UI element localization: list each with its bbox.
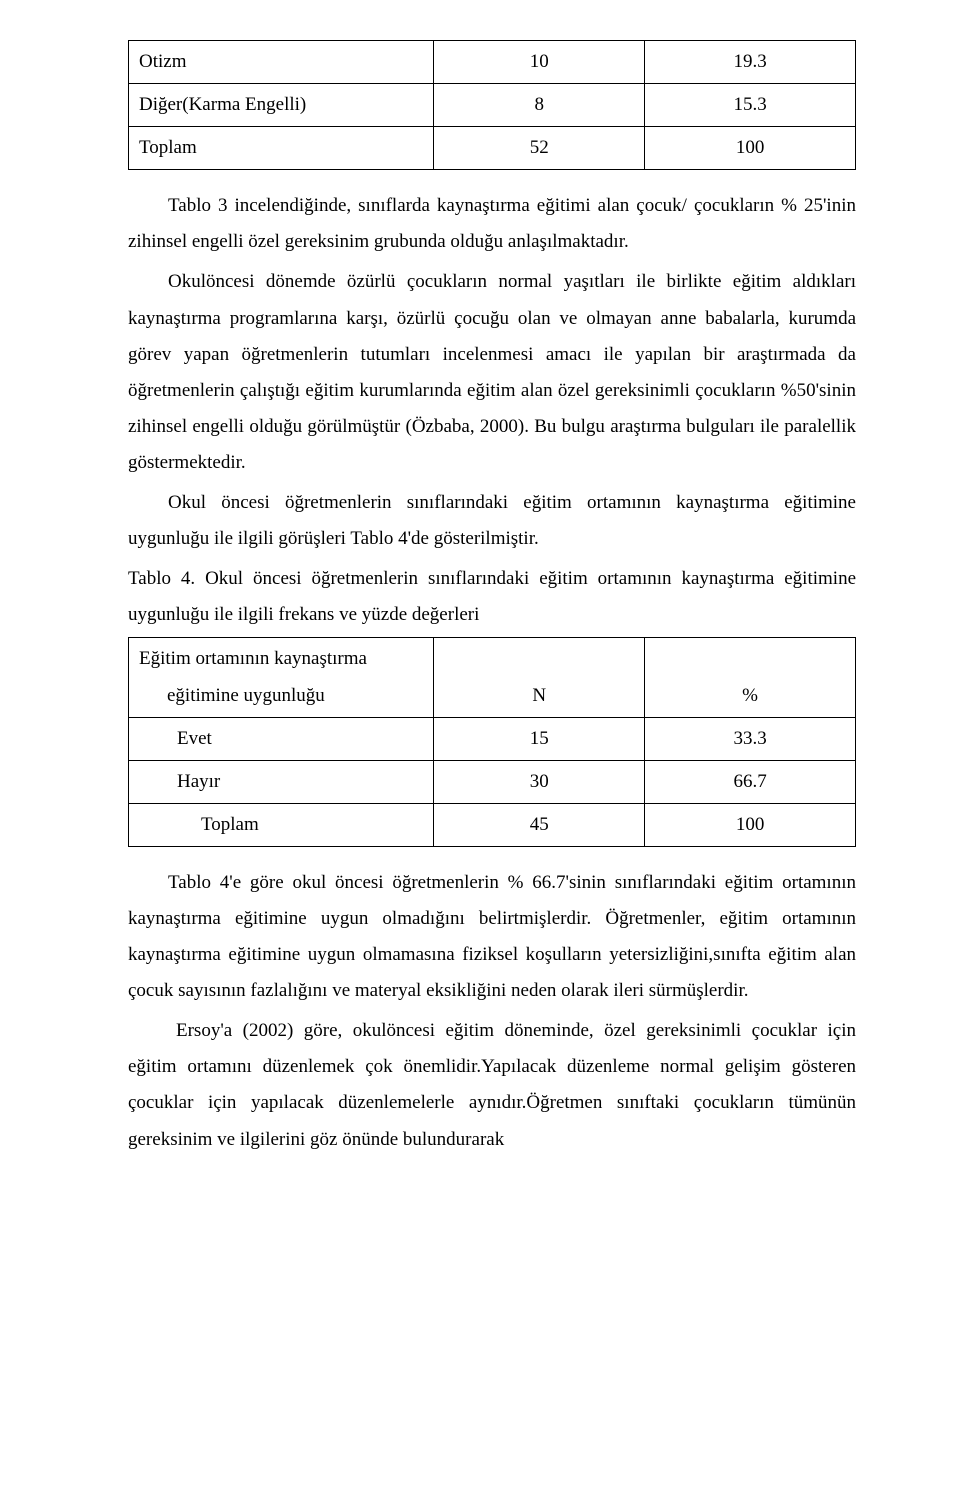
table-4-caption: Tablo 4. Okul öncesi öğretmenlerin sınıf…	[128, 561, 856, 633]
cell-pct: 100	[645, 127, 856, 170]
table-row: Evet 15 33.3	[129, 717, 856, 760]
table-1: Otizm 10 19.3 Diğer(Karma Engelli) 8 15.…	[128, 40, 856, 170]
paragraph-2: Okulöncesi dönemde özürlü çocukların nor…	[128, 264, 856, 481]
table-row: Otizm 10 19.3	[129, 41, 856, 84]
cell-pct: 15.3	[645, 84, 856, 127]
table-row: Toplam 52 100	[129, 127, 856, 170]
table-row: Toplam 45 100	[129, 803, 856, 846]
paragraph-5: Tablo 4'e göre okul öncesi öğretmenlerin…	[128, 865, 856, 1009]
cell-pct: 33.3	[645, 717, 856, 760]
cell-n: 45	[434, 803, 645, 846]
paragraph-3: Okul öncesi öğretmenlerin sınıflarındaki…	[128, 485, 856, 557]
paragraph-6: Ersoy'a (2002) göre, okulöncesi eğitim d…	[128, 1013, 856, 1157]
cell-n: 8	[434, 84, 645, 127]
cell-pct: 66.7	[645, 760, 856, 803]
cell-label: Hayır	[129, 760, 434, 803]
cell-n: 30	[434, 760, 645, 803]
table-header-row: Eğitim ortamının kaynaştırma eğitimine u…	[129, 638, 856, 717]
cell-n: 15	[434, 717, 645, 760]
document-page: Otizm 10 19.3 Diğer(Karma Engelli) 8 15.…	[0, 0, 960, 1512]
cell-n: 10	[434, 41, 645, 84]
table-row: Diğer(Karma Engelli) 8 15.3	[129, 84, 856, 127]
header-pct: %	[645, 638, 856, 717]
table-4: Eğitim ortamının kaynaştırma eğitimine u…	[128, 637, 856, 846]
cell-label: Diğer(Karma Engelli)	[129, 84, 434, 127]
cell-label: Toplam	[129, 803, 434, 846]
header-line-1: Eğitim ortamının kaynaştırma	[139, 641, 423, 677]
header-label: Eğitim ortamının kaynaştırma eğitimine u…	[129, 638, 434, 717]
cell-pct: 19.3	[645, 41, 856, 84]
cell-label: Evet	[129, 717, 434, 760]
cell-n: 52	[434, 127, 645, 170]
cell-label: Otizm	[129, 41, 434, 84]
header-line-2: eğitimine uygunluğu	[139, 678, 423, 714]
table-row: Hayır 30 66.7	[129, 760, 856, 803]
paragraph-1: Tablo 3 incelendiğinde, sınıflarda kayna…	[128, 188, 856, 260]
header-n: N	[434, 638, 645, 717]
cell-pct: 100	[645, 803, 856, 846]
cell-label: Toplam	[129, 127, 434, 170]
